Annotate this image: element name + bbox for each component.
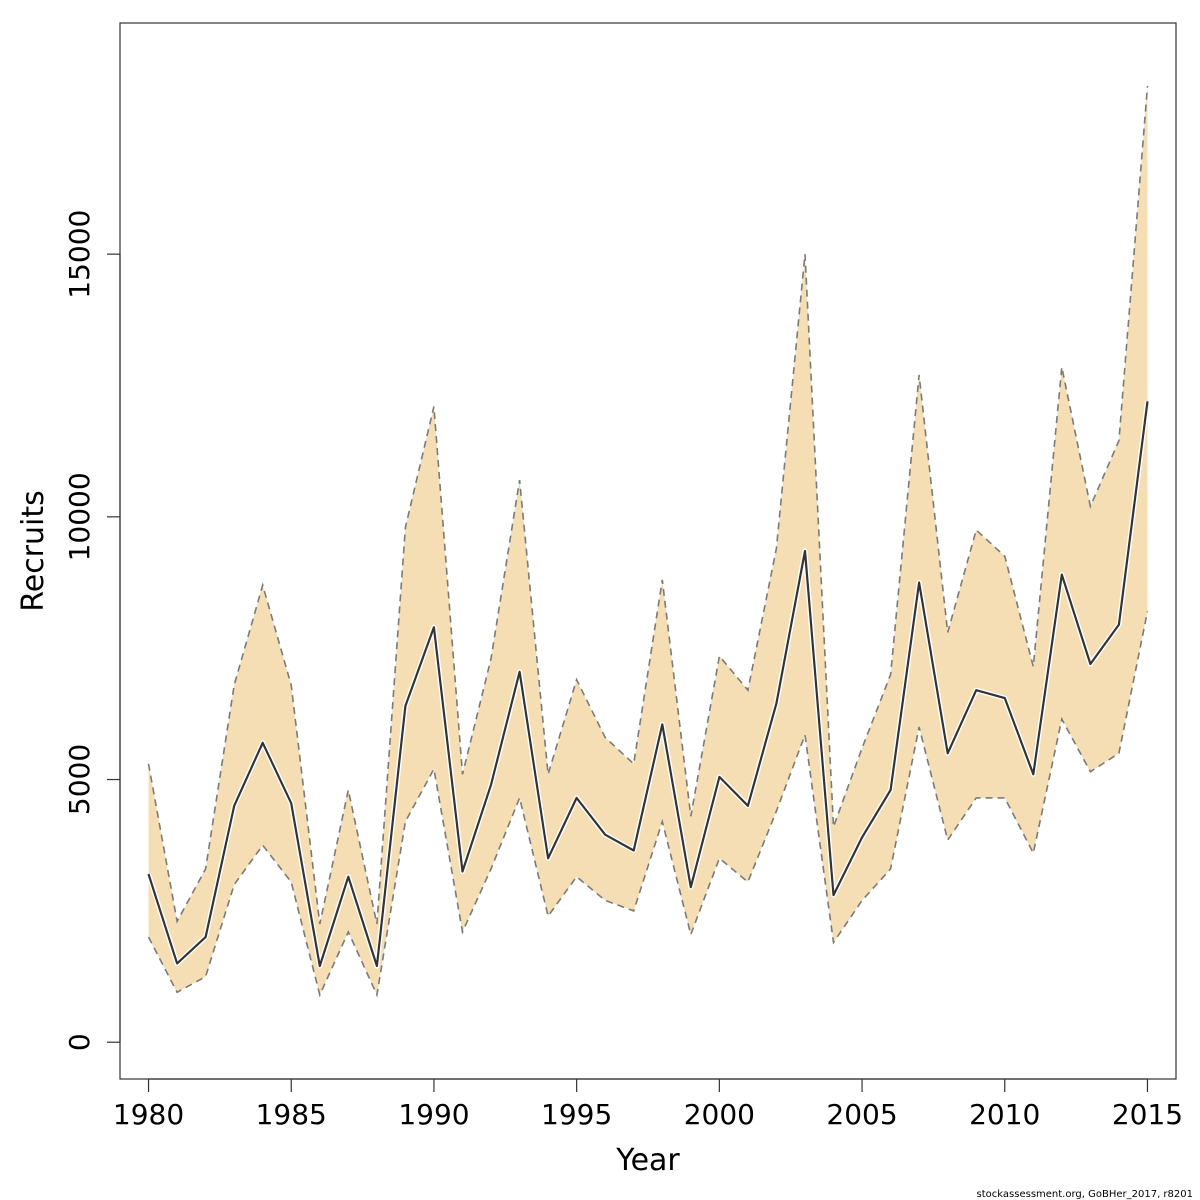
lower-bound-line (147, 611, 1149, 998)
x-tick-label: 2000 (684, 1098, 755, 1131)
estimate-line (147, 401, 1149, 968)
x-tick-label: 1985 (256, 1098, 327, 1131)
y-tick-label: 10000 (63, 472, 96, 561)
x-tick-label: 2005 (826, 1098, 897, 1131)
confidence-band (148, 86, 1148, 995)
y-tick-label: 0 (63, 1033, 96, 1051)
x-tick-label: 1980 (113, 1098, 184, 1131)
upper-bound-line (147, 85, 1149, 925)
plot-area (146, 85, 1150, 998)
x-axis: 1980 1985 1990 1995 2000 2005 2010 2015 (113, 1078, 1183, 1131)
x-tick-label: 1995 (541, 1098, 612, 1131)
x-tick-label: 2015 (1112, 1098, 1183, 1131)
y-axis: 0 5000 10000 15000 (63, 210, 121, 1051)
source-note: stockassessment.org, GoBHer_2017, r8201 (977, 1189, 1193, 1200)
x-axis-title: Year (615, 1143, 680, 1178)
x-tick-label: 2010 (969, 1098, 1040, 1131)
y-tick-label: 15000 (63, 210, 96, 299)
x-tick-label: 1990 (398, 1098, 469, 1131)
y-axis-title: Recruits (16, 490, 51, 612)
y-tick-label: 5000 (63, 744, 96, 815)
plot-frame (119, 22, 1177, 1080)
